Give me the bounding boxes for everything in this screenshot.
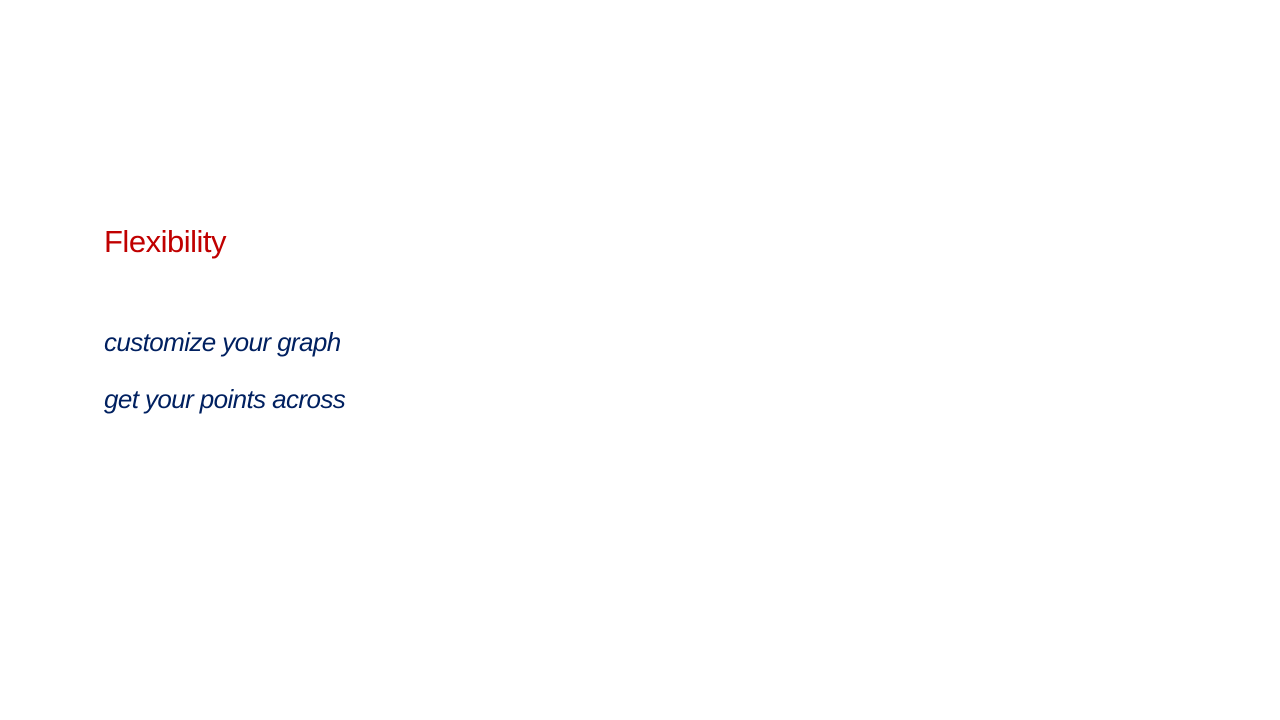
bullet-point-points-across: get your points across bbox=[104, 384, 346, 414]
bullet-list: customize your graph get your points acr… bbox=[104, 322, 346, 436]
slide-title: Flexibility bbox=[104, 224, 226, 259]
bullet-point-customize-graph: customize your graph bbox=[104, 327, 341, 357]
